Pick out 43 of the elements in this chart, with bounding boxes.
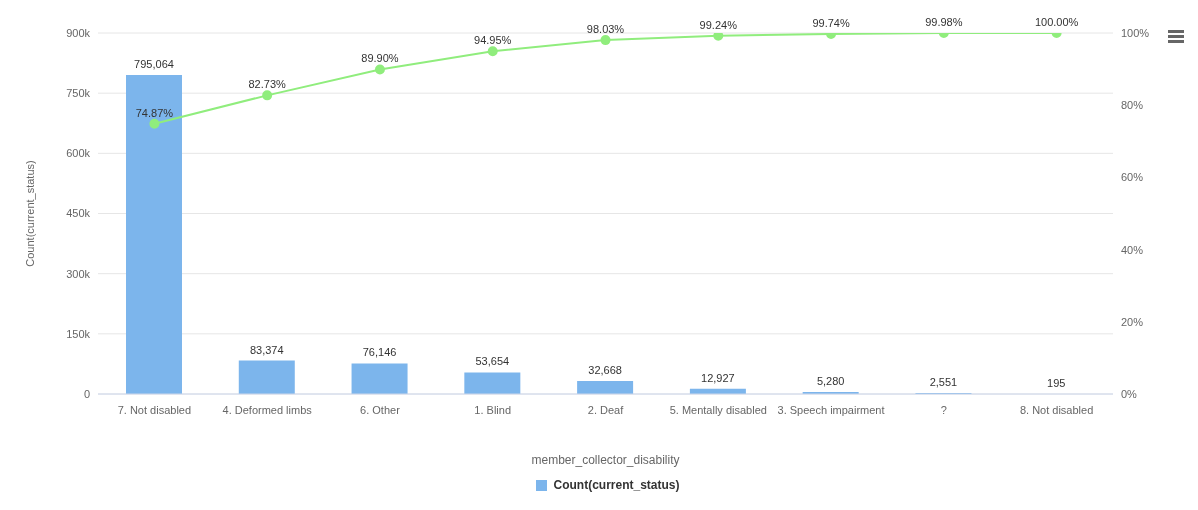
data-label: 99.98% [925,16,963,29]
data-label: 82.73% [248,78,287,91]
x-tick-label: 2. Deaf [587,404,625,416]
data-label: 74.87% [135,106,174,119]
data-label: 76,146 [362,346,397,359]
data-label: 99.74% [812,16,850,29]
data-label: 2,551 [929,375,958,388]
y2-tick-label: 60% [1121,171,1144,184]
y2-tick-label: 20% [1121,315,1144,328]
data-label: 100.00% [1034,16,1079,28]
x-tick-label: 1. Blind [474,404,512,416]
y-tick-label: 0 [83,387,90,400]
x-tick-label: ? [940,404,947,416]
y-tick-label: 600k [66,147,91,160]
data-label: 195 [1047,376,1066,389]
x-tick-label: 4. Deformed limbs [222,404,313,416]
data-label: 12,927 [701,371,735,384]
y-tick-label: 750k [66,87,91,100]
y2-tick-label: 80% [1121,99,1144,112]
y-tick-label: 300k [66,267,91,280]
data-label: 795,064 [134,58,174,71]
y2-tick-label: 0% [1121,387,1138,400]
x-axis-title: member_collector_disability [531,453,680,467]
data-label: 32,668 [588,363,622,376]
data-label: 94.95% [474,34,512,47]
y2-tick-label: 100% [1121,26,1150,39]
data-label: 5,280 [816,374,845,387]
y-tick-label: 450k [66,207,91,220]
y-tick-label: 150k [66,327,91,340]
x-tick-label: 7. Not disabled [117,404,192,416]
data-label: 89.90% [361,52,399,65]
data-label: 53,654 [475,355,510,368]
x-tick-label: 5. Mentally disabled [669,404,767,416]
data-label: 83,374 [249,343,284,356]
data-label: 98.03% [586,23,625,36]
y-tick-label: 900k [66,26,91,39]
data-label: 99.24% [699,18,738,31]
legend-label: Count(current_status) [552,478,680,492]
y-axis-title: Count(current_status) [23,160,36,267]
x-tick-label: 6. Other [360,404,401,416]
x-tick-label: 3. Speech impairment [777,404,885,416]
x-tick-label: 8. Not disabled [1019,404,1094,416]
y2-tick-label: 40% [1121,243,1144,256]
